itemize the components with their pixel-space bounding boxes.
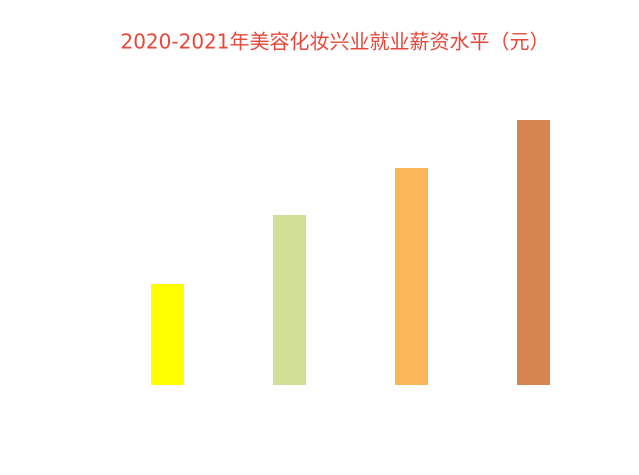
bar — [151, 284, 184, 385]
bar — [273, 215, 306, 385]
bar — [517, 120, 550, 385]
chart-title: 2020-2021年美容化妆兴业就业薪资水平（元） — [120, 30, 549, 54]
bar — [395, 168, 428, 385]
